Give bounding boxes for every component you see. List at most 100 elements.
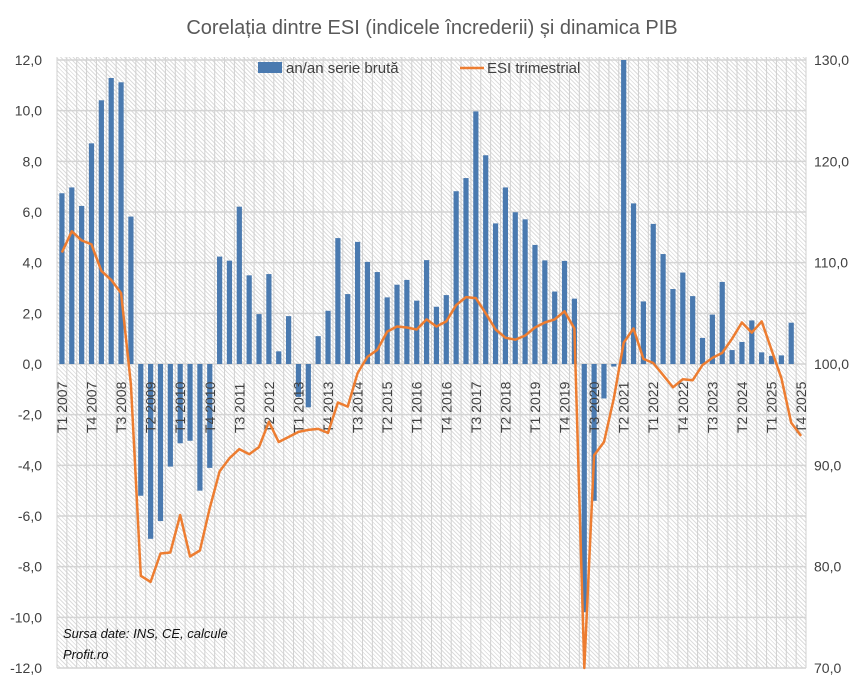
x-tick-label: T3 2020 — [586, 381, 602, 433]
bar-T3-2017 — [473, 111, 479, 364]
x-tick-label: T4 2013 — [320, 381, 336, 433]
source-note: Sursa date: INS, CE, calcule — [63, 626, 228, 641]
bar-T1-2024 — [729, 350, 735, 364]
bar-T1-2017 — [453, 191, 459, 364]
bar-T3-2024 — [749, 320, 755, 364]
bar-T3-2022 — [670, 289, 676, 364]
left-tick-label: -10,0 — [10, 609, 42, 625]
right-tick-label: 100,0 — [814, 356, 849, 372]
x-tick-label: T2 2015 — [379, 381, 395, 433]
bar-T1-2016 — [414, 300, 420, 364]
right-tick-label: 130,0 — [814, 52, 849, 68]
bar-T1-2009 — [138, 364, 144, 496]
x-tick-label: T1 2019 — [527, 381, 543, 433]
bar-T3-2021 — [630, 203, 637, 364]
esi-line — [60, 230, 803, 670]
bar-T4-2017 — [483, 155, 489, 364]
bar-T3-2011 — [236, 206, 242, 364]
x-tick-label: T3 2011 — [231, 382, 247, 433]
bar-T4-2021 — [640, 301, 646, 364]
left-axis-labels: 12,0 10,0 8,0 6,0 4,0 2,0 0,0 -2,0 -4,0 -6,0 -8,0 -… — [10, 52, 42, 676]
bar-T2-2016 — [423, 260, 430, 364]
bar-T2-2010 — [187, 364, 193, 441]
x-tick-label: T3 2017 — [468, 381, 484, 433]
bar-T3-2012 — [276, 351, 282, 364]
bar-T3-2015 — [394, 284, 400, 364]
left-tick-label: 0,0 — [23, 356, 43, 372]
publisher-note: Profit.ro — [63, 647, 109, 662]
bar-T1-2025 — [768, 355, 775, 364]
left-tick-label: -2,0 — [18, 407, 42, 423]
bar-T1-2014 — [335, 238, 341, 364]
bar-T4-2018 — [522, 219, 528, 364]
bar-T4-2013 — [325, 310, 331, 364]
bar-T3-2018 — [512, 212, 518, 364]
bar-T1-2018 — [492, 223, 499, 364]
bar-T4-2014 — [364, 261, 371, 364]
bar-T1-2011 — [217, 256, 223, 364]
line-series — [60, 230, 803, 670]
bar-T2-2022 — [660, 254, 666, 364]
bar-T1-2019 — [532, 244, 538, 364]
right-tick-label: 80,0 — [814, 559, 841, 575]
x-tick-label: T4 2019 — [557, 381, 573, 433]
x-tick-label: T4 2016 — [438, 381, 454, 433]
bar-T4-2010 — [207, 364, 213, 468]
x-tick-label: T2 2009 — [143, 381, 159, 433]
bar-T2-2017 — [463, 178, 469, 364]
bar-T2-2021 — [621, 60, 627, 364]
left-tick-label: -8,0 — [18, 559, 42, 575]
x-tick-label: T1 2025 — [764, 381, 780, 433]
bar-T2-2020 — [581, 364, 587, 613]
bar-T1-2015 — [374, 272, 380, 364]
bar-T2-2024 — [739, 341, 745, 364]
bar-T4-2016 — [443, 295, 449, 364]
bar-T2-2007 — [69, 187, 75, 364]
x-tick-label: T2 2024 — [734, 381, 750, 433]
left-tick-label: -6,0 — [18, 508, 42, 524]
x-tick-label: T3 2008 — [113, 381, 129, 433]
bar-T2-2023 — [699, 337, 706, 364]
x-tick-label: T4 2007 — [83, 381, 99, 433]
x-tick-label: T1 2007 — [54, 381, 70, 433]
bar-T4-2011 — [246, 275, 252, 364]
left-tick-label: 4,0 — [23, 255, 43, 271]
bar-T3-2025 — [788, 322, 794, 364]
left-tick-label: 8,0 — [23, 153, 43, 169]
x-tick-label: T1 2010 — [172, 381, 188, 433]
x-tick-label: T2 2018 — [497, 381, 513, 433]
bar-T3-2013 — [315, 336, 321, 364]
x-tick-label: T3 2023 — [704, 381, 720, 433]
bar-T2-2014 — [345, 294, 351, 364]
left-tick-label: 12,0 — [15, 52, 42, 68]
bar-T1-2023 — [690, 296, 696, 364]
bar-T1-2013 — [295, 364, 302, 397]
left-tick-label: -12,0 — [10, 660, 42, 676]
right-tick-label: 90,0 — [814, 457, 841, 473]
bar-T1-2010 — [177, 364, 183, 444]
bar-T2-2011 — [226, 260, 233, 364]
bar-T3-2008 — [118, 82, 124, 364]
left-tick-label: 2,0 — [23, 305, 43, 321]
bar-T4-2023 — [719, 281, 725, 364]
bar-T4-2007 — [88, 143, 95, 364]
bar-series — [59, 60, 794, 613]
bar-T1-2008 — [98, 100, 104, 364]
bar-T3-2014 — [354, 241, 361, 364]
right-axis-labels: 130,0 120,0 110,0 100,0 90,0 80,0 70,0 — [814, 52, 849, 676]
bar-T1-2012 — [256, 314, 262, 364]
bar-T3-2020 — [591, 364, 597, 501]
x-tick-label: T4 2010 — [202, 381, 218, 433]
bar-T3-2007 — [79, 205, 85, 364]
right-tick-label: 120,0 — [814, 153, 849, 169]
bar-T3-2019 — [552, 291, 558, 364]
x-axis-labels: T1 2007 T4 2007 T3 2008 T2 2009 T1 2010 T4 20… — [54, 381, 809, 433]
x-tick-label: T1 2022 — [645, 381, 661, 433]
bar-T1-2022 — [650, 223, 656, 364]
bar-T4-2022 — [680, 272, 686, 364]
left-tick-label: -4,0 — [18, 457, 42, 473]
bar-T4-2009 — [167, 364, 173, 467]
x-tick-label: T3 2014 — [350, 381, 366, 433]
